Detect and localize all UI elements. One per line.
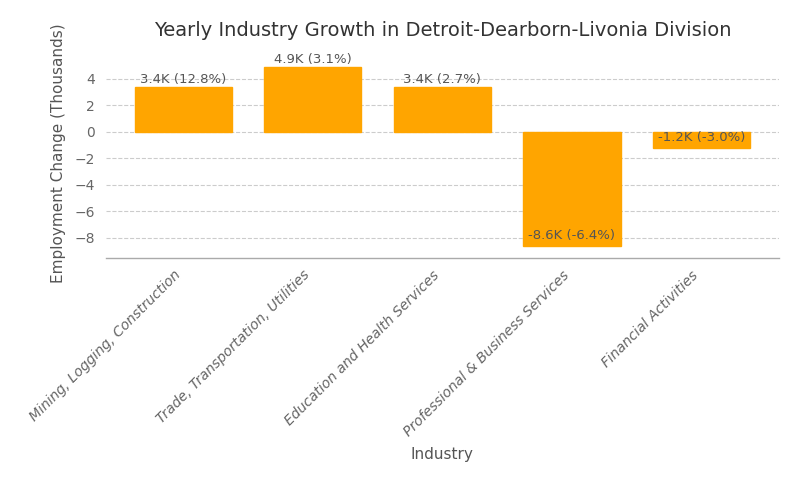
- Title: Yearly Industry Growth in Detroit-Dearborn-Livonia Division: Yearly Industry Growth in Detroit-Dearbo…: [154, 21, 731, 40]
- Bar: [653, 132, 750, 148]
- Bar: [523, 132, 621, 246]
- Text: -8.6K (-6.4%): -8.6K (-6.4%): [529, 228, 615, 242]
- Bar: [134, 87, 232, 132]
- Bar: [264, 67, 362, 132]
- X-axis label: Industry: Industry: [411, 447, 474, 462]
- Y-axis label: Employment Change (Thousands): Employment Change (Thousands): [51, 24, 66, 284]
- Bar: [394, 87, 491, 132]
- Text: 3.4K (2.7%): 3.4K (2.7%): [403, 73, 482, 86]
- Text: 4.9K (3.1%): 4.9K (3.1%): [274, 53, 352, 66]
- Text: 3.4K (12.8%): 3.4K (12.8%): [140, 73, 226, 86]
- Text: -1.2K (-3.0%): -1.2K (-3.0%): [658, 131, 745, 144]
